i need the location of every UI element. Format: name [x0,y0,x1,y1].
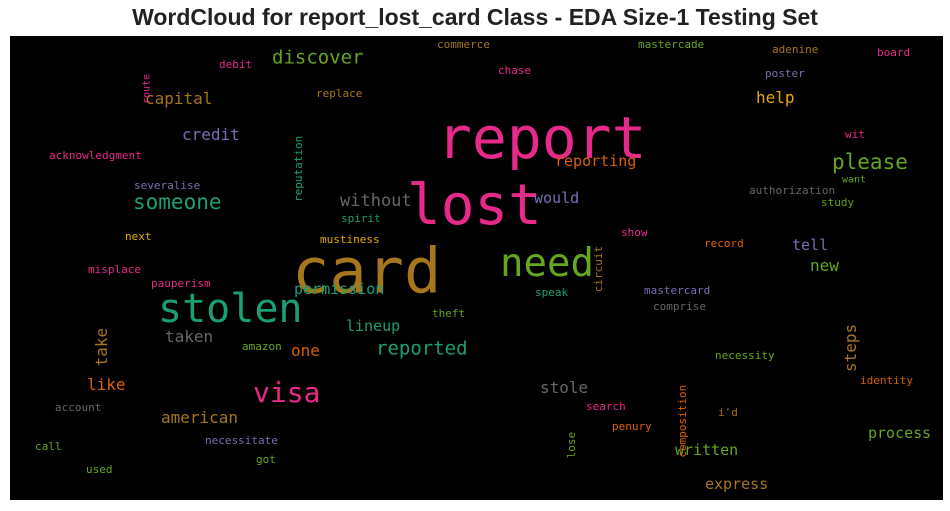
word-without: without [340,191,412,211]
word-mastercard: mastercard [644,284,710,297]
word-poster: poster [765,67,805,80]
word-need: need [500,241,594,286]
word-take: take [92,328,111,367]
word-express: express [705,475,768,493]
word-taken: taken [165,327,213,346]
word-lineup: lineup [346,317,400,335]
word-lose: lose [565,432,578,459]
word-used: used [86,463,113,476]
word-board: board [877,46,910,59]
word-circuit: circuit [592,246,605,292]
word-severalise: severalise [134,179,200,192]
word-please: please [832,150,908,174]
word-someone: someone [133,190,222,214]
word-wit: wit [845,128,865,141]
word-speak: speak [535,286,568,299]
word-new: new [810,256,839,275]
word-got: got [256,453,276,466]
word-necessity: necessity [715,349,775,362]
word-capital: capital [145,89,212,108]
word-help: help [756,88,795,107]
word-would: would [534,189,579,207]
word-tell: tell [792,236,828,254]
word-visa: visa [253,376,320,409]
word-penury: penury [612,420,652,433]
word-account: account [55,401,101,414]
word-comprise: comprise [653,300,706,313]
word-next: next [125,230,152,243]
word-call: call [35,440,62,453]
word-spirit: spirit [341,212,381,225]
word-one: one [291,341,320,360]
word-replace: replace [316,87,362,100]
word-necessitate: necessitate [205,434,278,447]
word-adenine: adenine [772,43,818,56]
word-reporting: reporting [555,152,636,170]
word-chase: chase [498,64,531,77]
word-steps: steps [841,324,860,372]
word-authorization: authorization [749,184,835,197]
word-record: record [704,237,744,250]
word-process: process [868,424,931,442]
word-composition: composition [676,385,689,458]
word-discover: discover [272,47,364,69]
word-pauperism: pauperism [151,277,211,290]
chart-title: WordCloud for report_lost_card Class - E… [132,4,818,30]
word-id: i'd [718,406,738,419]
word-theft: theft [432,307,465,320]
word-card: card [292,234,441,307]
word-misplace: misplace [88,263,141,276]
word-acknowledgment: acknowledgment [49,149,142,162]
word-like: like [87,375,126,394]
word-want: want [842,174,866,185]
word-identity: identity [860,374,913,387]
word-stolen: stolen [158,286,303,332]
word-mustiness: mustiness [320,233,380,246]
word-show: show [621,226,648,239]
word-lost: lost [407,173,542,238]
word-stole: stole [540,378,588,397]
word-american: american [161,408,238,427]
word-permission: permission [294,280,384,298]
word-reported: reported [376,338,468,360]
word-credit: credit [182,125,240,144]
word-report: report [437,104,647,172]
word-study: study [821,196,854,209]
word-cloud: report lost card need stolen visa someone pleas… [10,36,943,500]
word-search: search [586,400,626,413]
word-route: route [141,74,152,104]
word-commerce: commerce [437,38,490,51]
word-written: written [675,441,738,459]
word-reputation: reputation [292,136,305,202]
word-debit: debit [219,58,252,71]
word-amazon: amazon [242,340,282,353]
word-mastercade: mastercade [638,38,704,51]
